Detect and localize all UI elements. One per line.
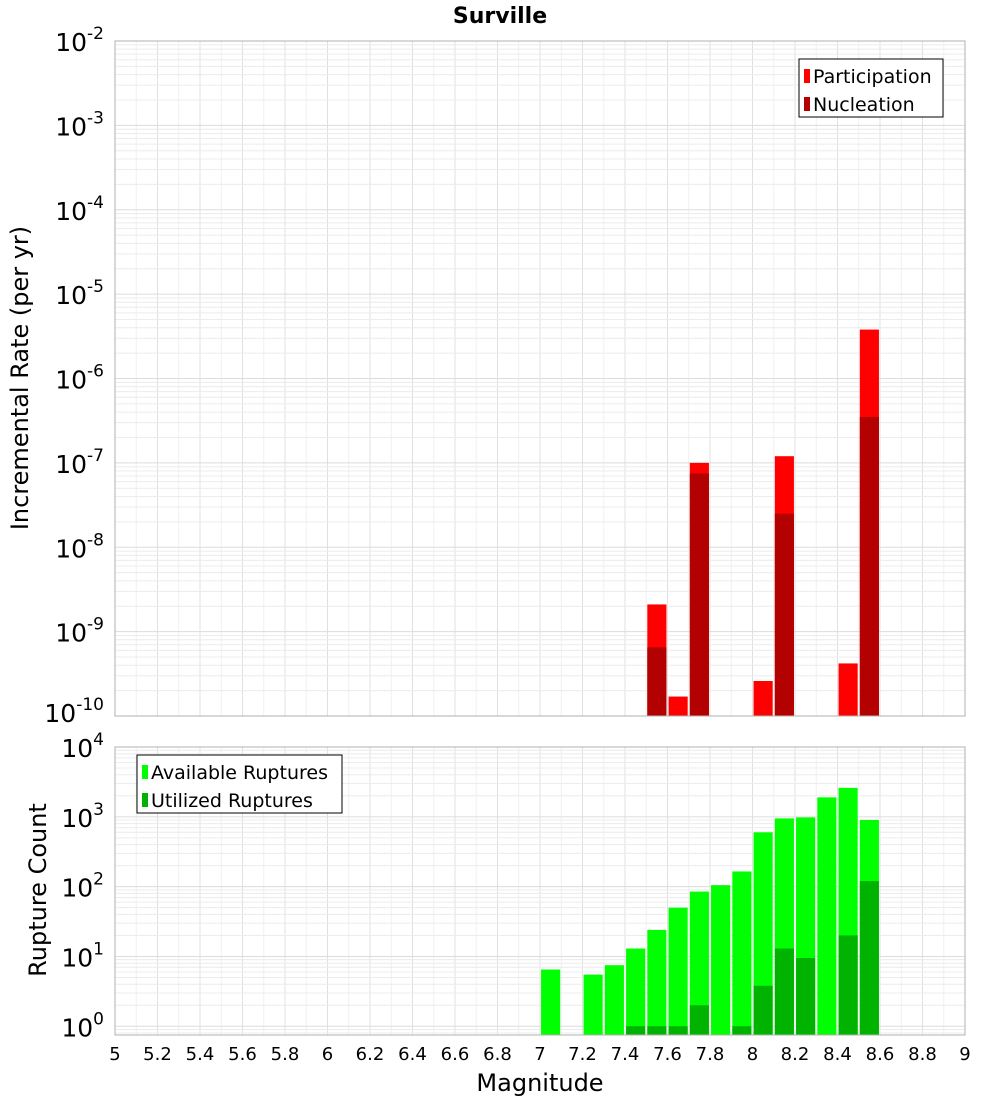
chart-title: Surville [453, 4, 547, 29]
plot-frame [114, 746, 966, 1036]
y-tick-label: 10-5 [55, 277, 104, 310]
legend-label: Nucleation [813, 94, 915, 116]
y-tick-label: 100 [61, 1009, 104, 1042]
legend-box [798, 58, 944, 118]
bar-utilized-ruptures [838, 935, 858, 1035]
y-tick-label: 10-8 [55, 530, 104, 563]
legend: Participation Nucleation [798, 58, 944, 118]
top-y-axis-label: Incremental Rate (per yr) [6, 226, 34, 530]
y-tick-label: 10-3 [55, 108, 104, 141]
y-tick-label: 101 [61, 939, 104, 972]
bar-available-ruptures [583, 974, 603, 1035]
bar-available-ruptures [626, 948, 646, 1035]
x-tick-label: 8.4 [823, 1044, 852, 1065]
bar-utilized-ruptures [626, 1026, 646, 1035]
bar-participation [753, 680, 773, 716]
bar-nucleation [774, 513, 794, 716]
legend-label: Participation [813, 66, 932, 88]
bar-available-ruptures [689, 891, 709, 1035]
bar-available-ruptures [541, 969, 561, 1035]
bar-utilized-ruptures [689, 1005, 709, 1035]
bar-utilized-ruptures [668, 1026, 688, 1035]
bar-nucleation [689, 473, 709, 716]
bar-available-ruptures [711, 885, 731, 1035]
bar-nucleation [859, 416, 879, 716]
x-tick-label: 8.6 [866, 1044, 895, 1065]
legend-swatch [142, 765, 148, 779]
x-tick-label: 7.2 [568, 1044, 597, 1065]
x-tick-label: 7.8 [696, 1044, 725, 1065]
y-tick-label: 10-2 [55, 24, 104, 57]
x-tick-label: 8.8 [908, 1044, 937, 1065]
y-tick-label: 102 [61, 870, 104, 903]
x-tick-label: 7 [534, 1044, 545, 1065]
rupture-count-plot: 100 101 102 103 104 5 5.2 5.4 5.6 5.8 6 6.2 6.4 6.6 6.… [61, 730, 970, 1065]
bar-utilized-ruptures [732, 1026, 752, 1035]
x-tick-label: 8 [747, 1044, 758, 1065]
bar-utilized-ruptures [796, 958, 816, 1035]
x-tick-label: 5.8 [271, 1044, 300, 1065]
bar-available-ruptures [668, 907, 688, 1035]
x-tick-label: 6.2 [356, 1044, 385, 1065]
legend-swatch [804, 69, 810, 83]
bar-utilized-ruptures [753, 985, 773, 1035]
x-tick-label: 5.4 [186, 1044, 215, 1065]
y-tick-label: 10-4 [55, 193, 104, 226]
x-tick-label: 8.2 [781, 1044, 810, 1065]
legend: Available Ruptures Utilized Ruptures [136, 754, 343, 814]
x-tick-label: 5 [109, 1044, 120, 1065]
x-tick-label: 6 [322, 1044, 333, 1065]
y-tick-label: 104 [61, 730, 104, 763]
bar-available-ruptures [732, 871, 752, 1035]
bar-participation [838, 663, 858, 716]
y-tick-label: 10-7 [55, 446, 104, 479]
legend-label: Utilized Ruptures [151, 790, 313, 812]
x-tick-label: 6.6 [441, 1044, 470, 1065]
x-tick-label: 7.4 [611, 1044, 640, 1065]
x-tick-label: 5.6 [228, 1044, 257, 1065]
bar-utilized-ruptures [774, 948, 794, 1035]
legend-swatch [804, 97, 810, 111]
bar-available-ruptures [817, 797, 837, 1035]
bar-available-ruptures [647, 929, 667, 1035]
x-tick-label: 6.4 [398, 1044, 427, 1065]
x-tick-label: 6.8 [483, 1044, 512, 1065]
bar-nucleation [647, 647, 667, 716]
plot-frame [114, 40, 966, 717]
x-tick-label: 7.6 [653, 1044, 682, 1065]
y-tick-label: 10-9 [55, 615, 104, 648]
bar-available-ruptures [604, 965, 624, 1035]
x-tick-label: 5.2 [143, 1044, 172, 1065]
bar-utilized-ruptures [859, 881, 879, 1035]
legend-box [136, 754, 343, 814]
y-tick-label: 10-10 [44, 695, 104, 728]
bar-available-ruptures [753, 832, 773, 1035]
x-tick-label: 9 [959, 1044, 970, 1065]
y-tick-label: 10-6 [55, 362, 104, 395]
rate-plot: 10-10 10-9 10-8 10-7 10-6 10-5 10-4 10-3 10-2 Par… [44, 24, 966, 728]
bottom-y-axis-label: Rupture Count [24, 803, 52, 977]
bar-utilized-ruptures [647, 1026, 667, 1035]
y-tick-label: 103 [61, 800, 104, 833]
x-axis-label: Magnitude [476, 1069, 603, 1097]
bar-participation [668, 696, 688, 716]
legend-swatch [142, 793, 148, 807]
legend-label: Available Ruptures [151, 762, 328, 784]
